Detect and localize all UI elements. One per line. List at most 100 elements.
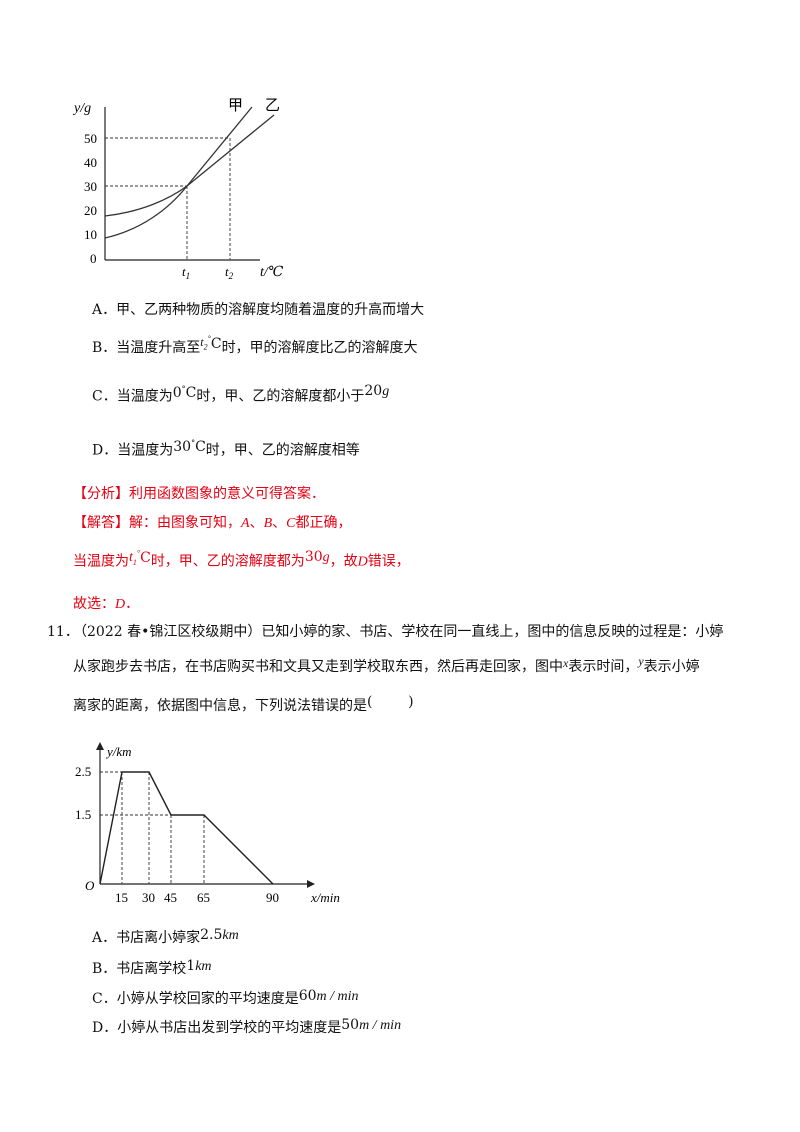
- analysis-line3-sup: °: [136, 548, 141, 557]
- analysis-line3-val: 30: [304, 548, 323, 565]
- chart1-x-tick-t2: t2: [225, 264, 234, 281]
- curve-yi: [104, 114, 275, 217]
- analysis-line3-d: D: [357, 554, 368, 570]
- q11-option-b-pre: B．书店离学校: [92, 961, 187, 977]
- chart2-origin: O: [85, 878, 95, 893]
- q10-option-b-pre: B．当温度升高至: [92, 340, 201, 356]
- q10-c-temp: 0: [172, 384, 182, 401]
- q11-option-c-pre: C．小婷从学校回家的平均速度是: [92, 991, 299, 1007]
- analysis-choose-pre: 故选：: [73, 596, 115, 612]
- q11-line2-post: 表示小婷: [643, 659, 700, 675]
- chart2-y-axis-label: y/km: [105, 744, 132, 759]
- analysis-fenxi: 【分析】利用函数图象的意义可得答案．: [73, 486, 325, 502]
- q11-line3-text: 离家的距离，依据图中信息，下列说法错误的是: [73, 698, 367, 714]
- q10-c-unit: g: [382, 383, 390, 399]
- chart1-y-tick-0: 0: [90, 251, 97, 266]
- chart2-x-axis-label: x/min: [310, 890, 340, 905]
- q11-line2: 从家跑步去书店，在书店购买书和文具又走到学校取东西，然后再走回家，图中x表示时间…: [73, 654, 700, 677]
- q11-a-val: 2.5: [200, 927, 223, 943]
- analysis-choose: 故选：D．: [73, 594, 139, 615]
- q11-answer-blank: ( ): [367, 694, 414, 710]
- q10-option-d-pre: D．当温度为: [92, 442, 174, 459]
- solubility-chart: y/g 50 40 30 20 10 0 甲 乙 t1 t2 t/℃: [72, 98, 284, 281]
- q10-c-c: C: [185, 384, 197, 401]
- q10-d-temp: 30: [173, 438, 192, 455]
- q10-option-a-text: A．甲、乙两种物质的溶解度均随着温度的升高而增大: [92, 302, 425, 318]
- chart1-y-tick-40: 40: [84, 155, 97, 170]
- q10-option-c-pre: C．当温度为: [92, 388, 173, 405]
- q11-line2-y: y: [638, 654, 644, 668]
- q10-option-c-mid: 时，甲、乙的溶解度都小于: [196, 388, 365, 405]
- chart1-x-axis-label: t/℃: [260, 265, 284, 280]
- q10-option-b-post: 时，甲的溶解度比乙的溶解度大: [221, 340, 418, 356]
- q10-b-sub: 2: [203, 342, 208, 352]
- q10-option-c: C．当温度为0°C时，甲、乙的溶解度都小于20g: [92, 383, 389, 408]
- analysis-jieda-b: B: [263, 516, 273, 531]
- analysis-jieda: 【解答】解：由图象可知，A、B、C都正确，: [73, 513, 351, 534]
- q11-option-a-pre: A．书店离小婷家: [92, 930, 201, 946]
- q10-option-d: D．当温度为30°C时，甲、乙的溶解度相等: [92, 437, 360, 461]
- analysis-line3-c: C: [140, 549, 151, 566]
- analysis-line3-post: 错误，: [367, 553, 410, 570]
- analysis-choose-ans: D: [115, 597, 126, 612]
- analysis-line3-pre: 当温度为: [73, 553, 129, 570]
- q10-d-c: C: [195, 438, 206, 455]
- q11-line3: 离家的距离，依据图中信息，下列说法错误的是( ): [73, 694, 414, 716]
- analysis-line3-mid: 时，甲、乙的溶解度都为: [150, 553, 305, 570]
- chart2-x-tick-90: 90: [266, 890, 279, 905]
- q11-b-val: 1: [186, 958, 196, 974]
- q11-c-val: 60: [298, 988, 317, 1004]
- chart1-y-tick-30: 30: [84, 179, 97, 194]
- chart2-y-tick-2-5: 2.5: [75, 764, 91, 779]
- q10-b-c: C: [210, 336, 222, 352]
- analysis-sep2: 、: [272, 515, 287, 531]
- chart1-x-tick-t1: t1: [182, 264, 190, 281]
- q11-line1: （2022 春•锦江区校级期中）已知小婷的家、书店、学校在同一直线上，图中的信息…: [73, 624, 724, 640]
- chart1-y-tick-20: 20: [84, 203, 97, 218]
- q11-option-c: C．小婷从学校回家的平均速度是60m / min: [92, 988, 359, 1010]
- q10-d-sup: °: [191, 438, 196, 447]
- analysis-choose-post: ．: [125, 596, 140, 612]
- analysis-line3-sub: 1: [132, 557, 137, 567]
- analysis-line3-unit: g: [322, 549, 330, 565]
- curve-label-jia: 甲: [228, 98, 243, 114]
- q10-option-d-post: 时，甲、乙的溶解度相等: [205, 442, 360, 459]
- distance-time-chart: y/km x/min O 2.5 1.5 15 30 45 65 90: [75, 742, 340, 905]
- analysis-jieda-pre: 【解答】解：由图象可知，: [73, 515, 241, 531]
- curve-label-yi: 乙: [265, 98, 280, 114]
- analysis-jieda-a: A: [241, 516, 250, 531]
- chart2-x-arrow: [307, 880, 315, 888]
- analysis-jieda-c: C: [286, 516, 296, 531]
- q11-line2-pre: 从家跑步去书店，在书店购买书和文具又走到学校取东西，然后再走回家，图中: [73, 659, 563, 675]
- chart1-y-tick-10: 10: [84, 227, 97, 242]
- chart2-x-tick-30: 30: [142, 890, 155, 905]
- chart2-x-tick-15: 15: [115, 890, 128, 905]
- q11-d-unit: m / min: [359, 1018, 402, 1033]
- q11-line2-x: x: [563, 656, 569, 670]
- analysis-line3-t: t: [129, 549, 133, 565]
- q11-line2-mid: 表示时间，: [568, 659, 639, 675]
- q11-number: 11．: [47, 624, 79, 640]
- q11-option-b: B．书店离学校1km: [92, 958, 212, 980]
- q11-option-d-pre: D．小婷从书店出发到学校的平均速度是: [92, 1020, 342, 1036]
- chart2-x-tick-65: 65: [197, 890, 210, 905]
- q11-b-unit: km: [195, 959, 212, 974]
- q11-c-unit: m / min: [316, 989, 359, 1004]
- analysis-sep1: 、: [249, 515, 264, 531]
- chart2-y-arrow: [96, 742, 104, 750]
- q11-d-val: 50: [341, 1017, 360, 1033]
- q11-option-d: D．小婷从书店出发到学校的平均速度是50m / min: [92, 1017, 402, 1039]
- q11-option-a: A．书店离小婷家2.5km: [92, 927, 239, 949]
- q10-b-sup: °: [207, 334, 211, 343]
- chart1-y-axis-label: y/g: [72, 101, 91, 116]
- analysis-line3-comma: ，故: [329, 553, 358, 570]
- chart1-y-tick-50: 50: [84, 131, 97, 146]
- analysis-jieda-post: 都正确，: [295, 515, 352, 531]
- curve-jia: [104, 106, 253, 239]
- q10-option-b: B．当温度升高至t2°C时，甲的溶解度比乙的溶解度大: [92, 334, 418, 363]
- q10-c-sup: °: [181, 384, 186, 393]
- q10-c-val: 20: [364, 382, 383, 399]
- analysis-line3: 当温度为t1°C时，甲、乙的溶解度都为30g，故D错误，: [73, 548, 410, 577]
- chart2-y-tick-1-5: 1.5: [75, 807, 91, 822]
- distance-line: [99, 771, 274, 885]
